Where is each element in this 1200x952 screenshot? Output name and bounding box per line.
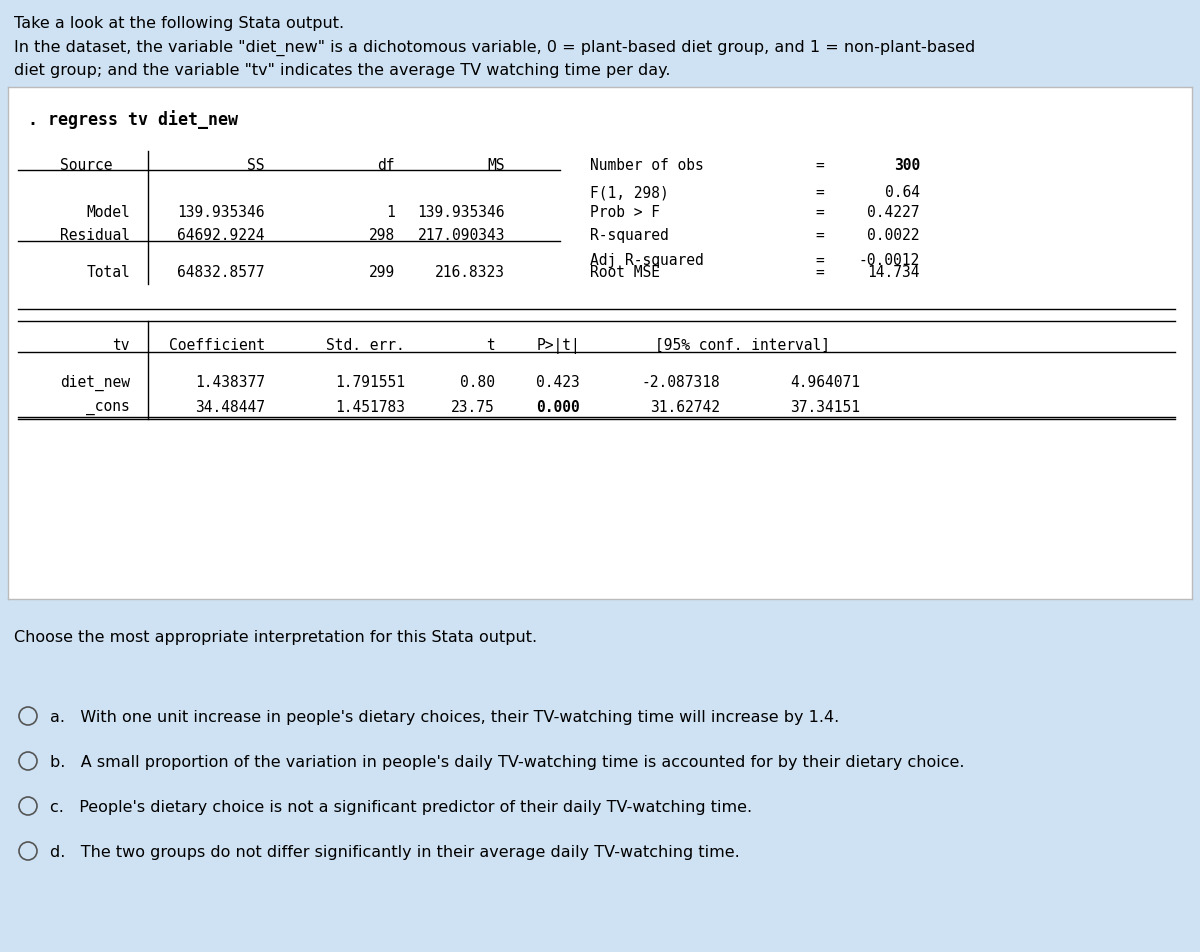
Text: 23.75: 23.75 bbox=[451, 400, 496, 414]
Text: 216.8323: 216.8323 bbox=[434, 265, 505, 280]
Text: Root MSE: Root MSE bbox=[590, 265, 660, 280]
Text: 139.935346: 139.935346 bbox=[178, 205, 265, 220]
Text: 34.48447: 34.48447 bbox=[194, 400, 265, 414]
Text: =: = bbox=[816, 252, 824, 268]
Text: 0.423: 0.423 bbox=[536, 374, 580, 389]
Text: Number of obs: Number of obs bbox=[590, 158, 703, 173]
Text: 299: 299 bbox=[368, 265, 395, 280]
Text: diet group; and the variable "tv" indicates the average TV watching time per day: diet group; and the variable "tv" indica… bbox=[14, 63, 671, 78]
Text: 4.964071: 4.964071 bbox=[790, 374, 860, 389]
Text: 0.64: 0.64 bbox=[886, 185, 920, 200]
Text: 139.935346: 139.935346 bbox=[418, 205, 505, 220]
Text: F(1, 298): F(1, 298) bbox=[590, 185, 668, 200]
Text: 64832.8577: 64832.8577 bbox=[178, 265, 265, 280]
Text: d.   The two groups do not differ significantly in their average daily TV-watchi: d. The two groups do not differ signific… bbox=[50, 844, 739, 859]
Text: Residual: Residual bbox=[60, 228, 130, 243]
Text: P>|t|: P>|t| bbox=[536, 338, 580, 353]
Text: diet_new: diet_new bbox=[60, 374, 130, 390]
Text: 37.34151: 37.34151 bbox=[790, 400, 860, 414]
Text: 1.451783: 1.451783 bbox=[335, 400, 406, 414]
Text: Std. err.: Std. err. bbox=[326, 338, 406, 352]
Text: =: = bbox=[816, 265, 824, 280]
Text: c.   People's dietary choice is not a significant predictor of their daily TV-wa: c. People's dietary choice is not a sign… bbox=[50, 799, 752, 814]
Text: Choose the most appropriate interpretation for this Stata output.: Choose the most appropriate interpretati… bbox=[14, 629, 538, 645]
Text: df: df bbox=[378, 158, 395, 173]
Text: 0.000: 0.000 bbox=[536, 400, 580, 414]
Text: a.   With one unit increase in people's dietary choices, their TV-watching time : a. With one unit increase in people's di… bbox=[50, 709, 839, 724]
Text: -0.0012: -0.0012 bbox=[859, 252, 920, 268]
Text: Take a look at the following Stata output.: Take a look at the following Stata outpu… bbox=[14, 16, 344, 31]
Text: 0.4227: 0.4227 bbox=[868, 205, 920, 220]
Text: 298: 298 bbox=[368, 228, 395, 243]
Text: tv: tv bbox=[113, 338, 130, 352]
Text: Source: Source bbox=[60, 158, 113, 173]
Text: SS: SS bbox=[247, 158, 265, 173]
Text: =: = bbox=[816, 158, 824, 173]
Text: b.   A small proportion of the variation in people's daily TV-watching time is a: b. A small proportion of the variation i… bbox=[50, 754, 965, 769]
Text: =: = bbox=[816, 228, 824, 243]
Text: 0.80: 0.80 bbox=[460, 374, 496, 389]
Text: 1: 1 bbox=[386, 205, 395, 220]
Text: t: t bbox=[486, 338, 496, 352]
Text: 1.438377: 1.438377 bbox=[194, 374, 265, 389]
Text: 217.090343: 217.090343 bbox=[418, 228, 505, 243]
Text: MS: MS bbox=[487, 158, 505, 173]
Text: 0.0022: 0.0022 bbox=[868, 228, 920, 243]
Text: Model: Model bbox=[86, 205, 130, 220]
Text: =: = bbox=[816, 205, 824, 220]
Text: =: = bbox=[816, 185, 824, 200]
Text: In the dataset, the variable "diet_new" is a dichotomous variable, 0 = plant-bas: In the dataset, the variable "diet_new" … bbox=[14, 40, 976, 56]
Text: 300: 300 bbox=[894, 158, 920, 173]
Text: 14.734: 14.734 bbox=[868, 265, 920, 280]
Text: R-squared: R-squared bbox=[590, 228, 668, 243]
Text: _cons: _cons bbox=[86, 400, 130, 414]
Text: Prob > F: Prob > F bbox=[590, 205, 660, 220]
Text: 1.791551: 1.791551 bbox=[335, 374, 406, 389]
Text: . regress tv diet_new: . regress tv diet_new bbox=[28, 109, 238, 129]
Text: [95% conf. interval]: [95% conf. interval] bbox=[655, 338, 830, 352]
Text: 31.62742: 31.62742 bbox=[650, 400, 720, 414]
Text: 64692.9224: 64692.9224 bbox=[178, 228, 265, 243]
Text: -2.087318: -2.087318 bbox=[641, 374, 720, 389]
Text: Adj R-squared: Adj R-squared bbox=[590, 252, 703, 268]
Text: Coefficient: Coefficient bbox=[169, 338, 265, 352]
Text: Total: Total bbox=[86, 265, 130, 280]
